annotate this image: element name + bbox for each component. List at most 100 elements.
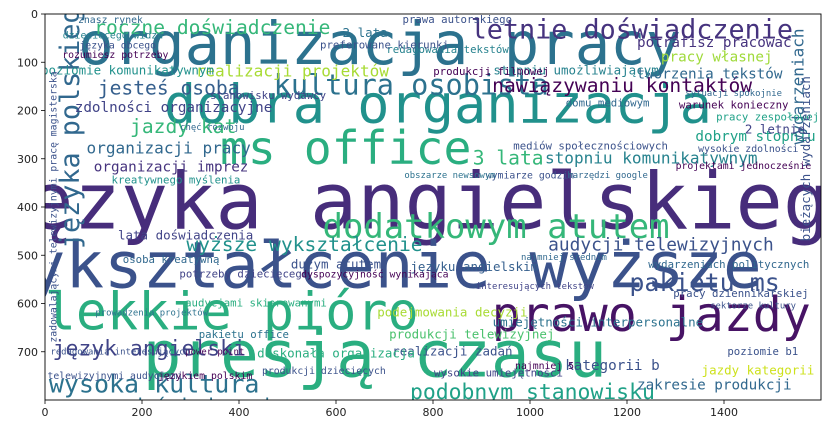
word-38: języku angielskim [410, 259, 538, 274]
word-29: dobrym stopniu [695, 129, 815, 145]
word-74: języka obcego [79, 40, 156, 51]
word-5: lekkie pióro [45, 283, 419, 343]
word-33: tworzenia tekstów [636, 66, 782, 82]
y-tick-label-3: 300 [17, 153, 38, 166]
word-17: jazdy kat [130, 115, 236, 138]
word-43: kategorii b [565, 358, 659, 374]
word-8: dodatkowym atutem [323, 207, 670, 246]
word-52: audycjami skierowanymi [185, 297, 327, 310]
word-70: redagowania tekstów [386, 43, 509, 56]
word-32: pracy własnej [661, 49, 773, 65]
word-23: masz doświadczenie [72, 395, 285, 418]
word-76: znasz rynek [78, 15, 143, 26]
word-28: organizacji imprez [94, 159, 249, 175]
word-20: wyższe wykształcenie [186, 233, 422, 256]
word-39: umiejętności interpersonalne [493, 314, 703, 329]
word-65: osoba kreatywną [123, 253, 220, 266]
word-14: podobnym stanowisku [410, 380, 655, 405]
word-36: lata doświadczenia [118, 227, 253, 242]
y-axis: 0 100 200 300 400 500 600 700 [17, 8, 45, 359]
word-56: domu mediowym [566, 96, 650, 109]
word-57: warunek konieczny [679, 99, 789, 112]
x-axis: 0 200 400 600 800 1000 1200 1400 [42, 400, 738, 419]
word-79: najmniej średnim [521, 252, 607, 263]
word-73: dzieciecego widza [63, 31, 163, 42]
word-77: dyspozycyjność wynikająca [301, 269, 449, 281]
word-22: 3 lata [473, 146, 544, 169]
word-62: pracy dziennikarskiej [673, 287, 808, 300]
word-91: prowadzenia projektów [95, 308, 208, 319]
word-90: harzędzi google [567, 171, 647, 181]
word-7: ms office [220, 121, 471, 175]
word-93: produkcji dziecięcych [262, 366, 386, 377]
word-86: najmniej 5 [515, 361, 574, 372]
word-24: realizacji projektów [196, 61, 390, 80]
word-81: sprzętu audio [711, 429, 795, 436]
word-37: duzym atutem [291, 256, 381, 271]
y-tick-label-5: 500 [17, 249, 38, 262]
x-tick-label-0: 0 [42, 406, 49, 419]
word-44: jazdy kategorii [702, 363, 815, 378]
word-18: jesteś osobą [98, 76, 240, 99]
x-tick-label-3: 600 [326, 406, 347, 419]
word-13: pakietu ms [629, 268, 779, 297]
word-92: power point [185, 347, 244, 357]
y-tick-label-0: 0 [31, 8, 38, 21]
word-58: mediów społecznościowych [513, 140, 668, 153]
word-2: presją czasu [143, 318, 607, 393]
word-6: prawo jazdy [492, 287, 811, 343]
word-1: wykształcenie wyższe [0, 228, 762, 303]
word-4: dobra organizacja [164, 73, 712, 136]
word-26: organizacji pracy [87, 139, 252, 158]
word-51: profesjonalnego sprzętu [541, 420, 689, 433]
word-42: realizacji zadań [392, 343, 512, 358]
x-tick-label-7: 1400 [710, 406, 738, 419]
word-31: potrafisz pracować [637, 35, 792, 51]
word-83: wymiarze godzin [486, 171, 575, 182]
word-72: prawa autorskiego [402, 13, 512, 26]
word-15: język angielski [53, 336, 246, 361]
word-27: zdolności organizacyjne [75, 100, 273, 116]
word-88: projektami jednocześnie [676, 160, 812, 172]
y-tick-label-7: 700 [17, 346, 38, 359]
word-60: stanowisku wydawcy [210, 89, 327, 102]
plot-background [45, 14, 821, 400]
word-84: obszarze newsowym [404, 171, 495, 181]
word-61: wydarzeniach politycznych [648, 258, 809, 271]
word-53: pracy zespołowej [716, 111, 819, 124]
word-11: języka polskiego [55, 0, 86, 249]
word-78: interesujących tekstów [476, 281, 595, 292]
word-67: telewizyjnymi audycjami [47, 371, 183, 382]
word-82: poziomie b1 [727, 345, 798, 358]
y-tick-label-4: 400 [17, 201, 38, 214]
word-75: rozumiesz potrzeby [62, 50, 168, 61]
word-71: preferowane kierunki [320, 38, 449, 51]
word-0: języka angielskiego [0, 155, 831, 247]
x-tick-label-6: 1200 [613, 406, 641, 419]
word-10: letnie doświadczenie [471, 14, 793, 45]
y-tick-label-1: 100 [17, 56, 38, 69]
word-68: językiem polskim [158, 371, 252, 382]
word-16: roczne doświadczenie [94, 16, 330, 39]
word-95: dobrych relacji [87, 400, 167, 410]
word-40: podejmowania decyzji [377, 305, 527, 320]
word-3: organizacja pracy [78, 9, 681, 78]
y-tick-label-6: 600 [17, 298, 38, 311]
x-tick-label-1: 200 [132, 406, 153, 419]
word-9: kultura osobista [274, 67, 549, 101]
x-tick-label-2: 400 [229, 406, 250, 419]
word-85: chęć rozwoju [180, 122, 244, 133]
word-54: 2 lata [343, 25, 388, 40]
word-59: produkcji filmowej [433, 65, 549, 78]
word-21: audycji telewizyjnych [548, 235, 774, 256]
word-69: kierunki humanistyczne [251, 398, 393, 411]
word-64: kreatywnego myślenia [112, 173, 241, 186]
word-35: poziomie komunikatywnym [41, 62, 214, 77]
word-41: produkcji telewizyjnej [389, 326, 554, 341]
y-tick-label-2: 200 [17, 105, 38, 118]
word-12: wysoka kultura [49, 370, 260, 399]
word-98: zadowalającymi telewizyjnymi pracę magis… [49, 71, 60, 342]
word-30: wydarzeniach [789, 28, 808, 144]
